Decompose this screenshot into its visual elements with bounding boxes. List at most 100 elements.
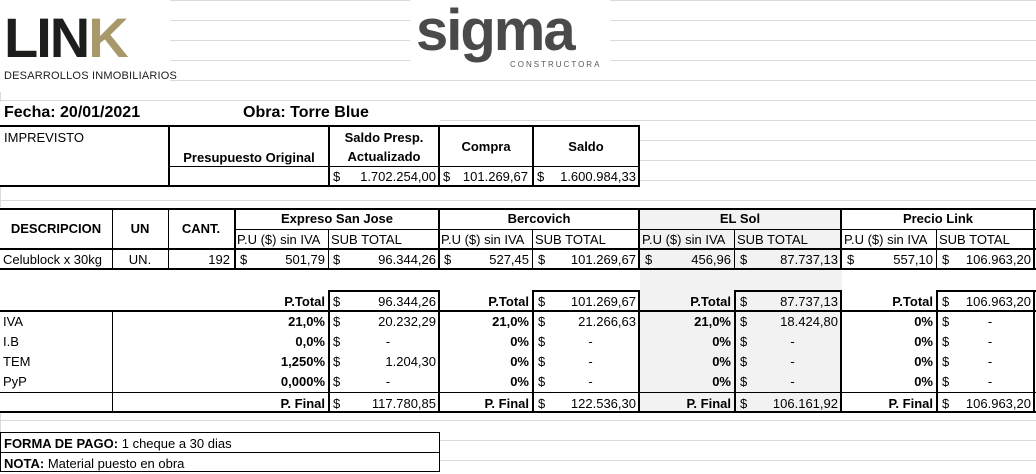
currency-sign: $ (847, 252, 855, 267)
tax-value: - (385, 374, 391, 389)
currency-sign: $ (740, 314, 748, 329)
currency-sign: $ (740, 374, 748, 389)
tax-percent: 0,0% (295, 334, 325, 349)
tax-percent: 0% (510, 334, 529, 349)
original-budget-header: Presupuesto Original (183, 150, 315, 165)
subtotal-header: SUB TOTAL (535, 232, 606, 247)
tax-percent: 21,0% (288, 314, 325, 329)
subtotal-value: 106.963,20 (965, 252, 1031, 267)
tax-row-label: IVA (3, 314, 23, 329)
ptotal-value: 101.269,67 (570, 294, 636, 309)
currency-sign: $ (444, 252, 452, 267)
table-bg (0, 207, 1036, 412)
pfinal-value: 106.963,20 (965, 396, 1031, 411)
tax-percent: 0% (914, 314, 933, 329)
pfinal-label: P. Final (484, 396, 529, 411)
sigma-logo: sigma (416, 0, 576, 63)
currency-sign: $ (538, 334, 546, 349)
note: NOTA: Material puesto en obra (4, 456, 185, 471)
tax-percent: 21,0% (694, 314, 731, 329)
tax-value: 18.424,80 (780, 314, 838, 329)
pfinal-value: 117.780,85 (371, 396, 436, 411)
ptotal-label: P.Total (284, 294, 325, 309)
header-bg (0, 102, 440, 124)
tax-value: - (790, 334, 795, 349)
description-header: DESCRIPCION (10, 221, 102, 236)
tax-value: - (790, 354, 795, 369)
footer-bg (0, 432, 440, 474)
tax-value: 20.232,29 (378, 314, 436, 329)
tax-percent: 0% (914, 354, 933, 369)
link-logo: LINK (4, 6, 129, 69)
subtotal-header: SUB TOTAL (331, 232, 402, 247)
subtotal-header: SUB TOTAL (737, 232, 808, 247)
unit-price-value: 456,96 (691, 252, 731, 267)
currency-sign: $ (645, 252, 653, 267)
link-logo-subtitle: DESARROLLOS INMOBILIARIOS (4, 70, 178, 82)
pfinal-value: 122.536,30 (570, 396, 636, 411)
project-label: Obra: Torre Blue (243, 104, 369, 121)
currency-sign: $ (740, 334, 748, 349)
currency-sign: $ (740, 354, 748, 369)
unit-price-header: P.U ($) sin IVA (844, 232, 928, 247)
subtotal-value: 87.737,13 (780, 252, 838, 267)
currency-sign: $ (333, 169, 341, 184)
ptotal-label: P.Total (690, 294, 731, 309)
tax-value: - (588, 354, 593, 369)
tax-value: - (588, 374, 593, 389)
item-unit: UN. (128, 252, 152, 267)
subtotal-header: SUB TOTAL (939, 232, 1010, 247)
tax-value: - (987, 374, 993, 389)
tax-percent: 0% (914, 374, 933, 389)
supplier-header-expreso: Expreso San Jose (281, 211, 393, 226)
currency-sign: $ (333, 396, 341, 411)
unit-price-header: P.U ($) sin IVA (441, 232, 525, 247)
unit-price-header: P.U ($) sin IVA (237, 232, 321, 247)
currency-sign: $ (333, 354, 341, 369)
purchase-value: 101.269,67 (462, 169, 528, 184)
currency-sign: $ (538, 252, 546, 267)
ptotal-value: 87.737,13 (780, 294, 838, 309)
ptotal-label: P.Total (892, 294, 933, 309)
supplier-header-precio-link: Precio Link (902, 211, 974, 226)
tax-value: 1.204,30 (385, 354, 436, 369)
tax-percent: 0,000% (280, 374, 325, 389)
currency-sign: $ (740, 294, 748, 309)
balance-value: 1.600.984,33 (560, 169, 636, 184)
currency-sign: $ (942, 294, 950, 309)
currency-sign: $ (538, 396, 546, 411)
tax-value: - (987, 334, 993, 349)
currency-sign: $ (942, 374, 950, 389)
supplier-header-el-sol: EL Sol (719, 211, 761, 226)
tax-percent: 0% (712, 354, 731, 369)
tax-percent: 0% (510, 354, 529, 369)
subtotal-value: 101.269,67 (570, 252, 636, 267)
tax-value: - (588, 334, 593, 349)
purchase-header: Compra (461, 139, 511, 154)
tax-value: 21.266,63 (578, 314, 636, 329)
unit-price-value: 501,79 (285, 252, 325, 267)
currency-sign: $ (240, 252, 248, 267)
tax-percent: 21,0% (492, 314, 529, 329)
currency-sign: $ (333, 252, 341, 267)
currency-sign: $ (537, 169, 545, 184)
currency-sign: $ (538, 374, 546, 389)
tax-row-label: I.B (3, 334, 19, 349)
subtotal-value: 96.344,26 (378, 252, 436, 267)
tax-percent: 1,250% (280, 354, 325, 369)
tax-percent: 0% (712, 374, 731, 389)
date-label: Fecha: 20/01/2021 (4, 104, 141, 121)
currency-sign: $ (333, 294, 341, 309)
updated-balance-value: 1.702.254,00 (360, 169, 436, 184)
balance-header: Saldo (568, 139, 604, 154)
summary-label: IMPREVISTO (4, 130, 84, 145)
pfinal-label: P. Final (686, 396, 731, 411)
pfinal-label: P. Final (280, 396, 325, 411)
tax-value: - (790, 374, 795, 389)
tax-value: - (385, 334, 391, 349)
tax-value: - (987, 354, 993, 369)
pfinal-label: P. Final (888, 396, 933, 411)
quantity-header: CANT. (181, 221, 221, 236)
tax-percent: 0% (712, 334, 731, 349)
item-description: Celublock x 30kg (3, 252, 102, 267)
